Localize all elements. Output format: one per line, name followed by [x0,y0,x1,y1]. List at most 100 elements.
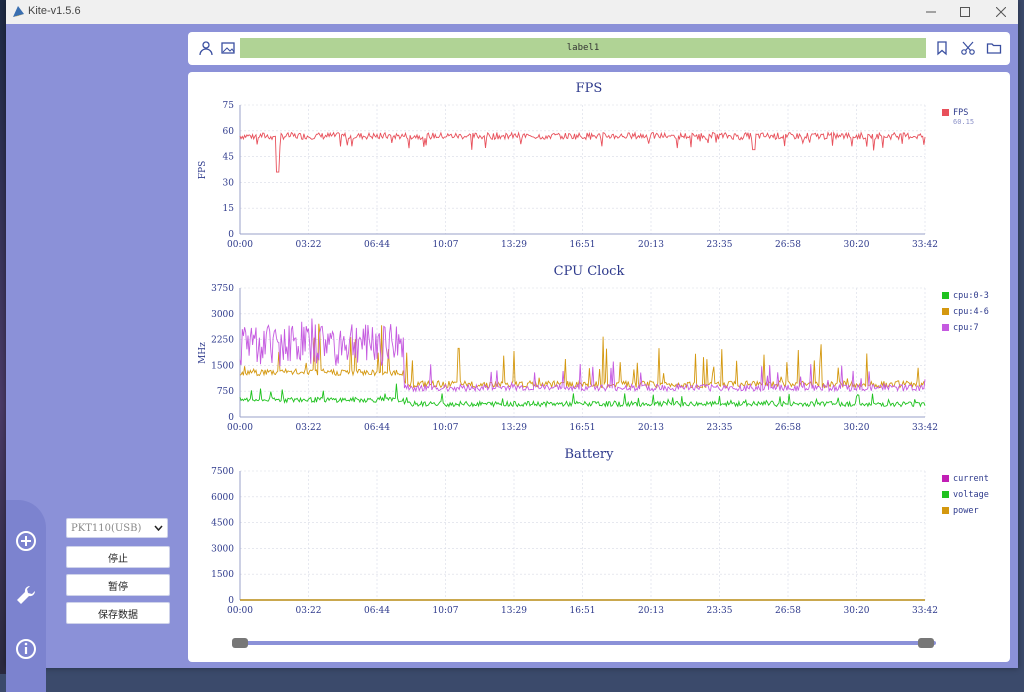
y-tick-label: 3000 [211,310,234,320]
close-icon [996,7,1006,17]
range-start-handle[interactable] [232,638,248,648]
x-tick-label: 30:20 [844,240,870,250]
add-icon[interactable] [15,530,37,552]
charts-canvas: FPS CPU Clock Battery FPS MHz 75 60 45 30 15… [198,81,989,648]
y-tick-label: 0 [228,596,234,606]
cpu-ylabel: MHz [198,342,208,364]
x-tick-label: 23:35 [707,240,733,250]
y-tick-label: 3000 [211,544,234,554]
legend-swatch [942,292,949,299]
y-tick-label: 4500 [211,519,234,529]
user-icon[interactable] [198,40,214,56]
series-line-cpu-0-3 [239,383,926,409]
y-tick-label: 30 [223,178,235,188]
x-tick-label: 16:51 [570,606,596,616]
wrench-icon[interactable] [15,584,37,606]
x-tick-label: 23:35 [707,606,733,616]
legend-swatch [942,109,949,116]
x-tick-label: 00:00 [227,423,253,433]
x-tick-label: 00:00 [227,606,253,616]
window-title: Kite-v1.5.6 [28,5,81,17]
y-tick-label: 7500 [211,467,234,477]
minimize-icon [926,11,936,13]
legend-swatch [942,475,949,482]
y-tick-label: 75 [223,101,235,111]
legend-label: power [953,506,979,516]
x-tick-label: 16:51 [570,240,596,250]
legend-label: FPS [953,108,968,118]
x-tick-label: 03:22 [296,240,322,250]
legend-swatch [942,308,949,315]
x-tick-label: 06:44 [364,606,390,616]
legend-label: current [953,474,989,484]
fps-chart-title: FPS [576,81,603,96]
x-tick-label: 20:13 [638,240,664,250]
stop-button[interactable]: 停止 [66,546,170,568]
close-button[interactable] [986,2,1016,22]
title-bar: Kite-v1.5.6 [6,0,1018,24]
chevron-down-icon [154,525,163,531]
bookmark-icon[interactable] [934,40,950,56]
device-select-value: PKT110(USB) [71,522,142,534]
image-icon[interactable] [220,40,236,56]
minimize-button[interactable] [916,2,946,22]
x-tick-label: 33:42 [912,240,938,250]
x-tick-label: 10:07 [433,606,459,616]
y-tick-label: 3750 [211,284,234,294]
battery-chart-title: Battery [564,447,614,462]
x-tick-label: 10:07 [433,423,459,433]
legend-label: cpu:4-6 [953,307,989,317]
x-tick-label: 26:58 [775,423,801,433]
legend-swatch [942,324,949,331]
x-tick-label: 23:35 [707,423,733,433]
app-window: Kite-v1.5.6 PKT110(USB) 停止 暂停 [6,0,1018,692]
y-tick-label: 45 [223,153,235,163]
toolbar: label1 [188,32,1010,65]
legend-label: voltage [953,490,989,500]
legend-value: 60.15 [953,118,974,126]
legend-label: cpu:0-3 [953,291,989,301]
y-tick-label: 0 [228,230,234,240]
x-tick-label: 26:58 [775,240,801,250]
x-tick-label: 33:42 [912,606,938,616]
device-select[interactable]: PKT110(USB) [66,518,168,538]
x-tick-label: 30:20 [844,606,870,616]
x-tick-label: 00:00 [227,240,253,250]
maximize-icon [960,7,970,17]
info-icon[interactable] [15,638,37,660]
kite-app-icon [13,6,24,17]
pause-button[interactable]: 暂停 [66,574,170,596]
x-tick-label: 03:22 [296,606,322,616]
y-tick-label: 750 [217,387,234,397]
legend-swatch [942,491,949,498]
series-line-cpu-7 [239,318,926,393]
folder-icon[interactable] [986,40,1002,56]
range-end-handle[interactable] [918,638,934,648]
x-tick-label: 16:51 [570,423,596,433]
charts-panel: FPS CPU Clock Battery FPS MHz 75 60 45 30 15… [188,72,1010,662]
maximize-button[interactable] [950,2,980,22]
y-tick-label: 2250 [211,336,234,346]
y-tick-label: 0 [228,413,234,423]
x-tick-label: 26:58 [775,606,801,616]
x-tick-label: 10:07 [433,240,459,250]
label-input[interactable]: label1 [240,38,926,58]
x-tick-label: 13:29 [501,240,527,250]
y-tick-label: 1500 [211,361,234,371]
x-tick-label: 20:13 [638,423,664,433]
legend-swatch [942,507,949,514]
save-data-button[interactable]: 保存数据 [66,602,170,624]
x-tick-label: 13:29 [501,606,527,616]
x-tick-label: 20:13 [638,606,664,616]
x-tick-label: 30:20 [844,423,870,433]
fps-ylabel: FPS [198,161,208,179]
y-tick-label: 6000 [211,493,234,503]
x-tick-label: 03:22 [296,423,322,433]
desktop-edge [0,0,6,674]
legend-label: cpu:7 [953,323,979,333]
x-tick-label: 06:44 [364,423,390,433]
y-tick-label: 60 [223,127,235,137]
scissors-icon[interactable] [960,40,976,56]
x-tick-label: 13:29 [501,423,527,433]
